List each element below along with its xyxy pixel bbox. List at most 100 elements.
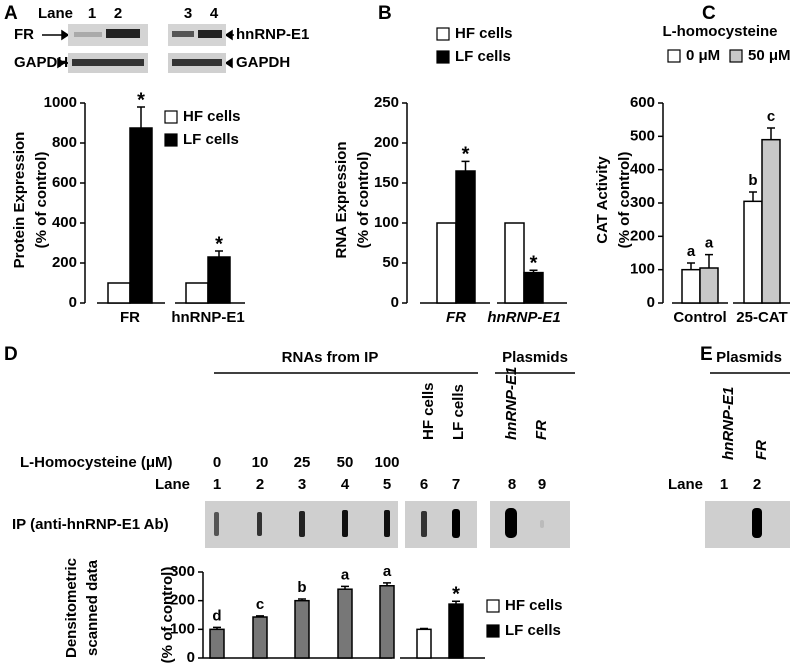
legend-swatch xyxy=(164,133,178,147)
y-tick-label: 0 xyxy=(391,294,399,311)
x-tick-label: hnRNP-E1 xyxy=(487,309,560,326)
panel-letter: A xyxy=(4,3,18,24)
bar xyxy=(761,138,781,304)
concentration: 10 xyxy=(252,454,269,471)
bar xyxy=(455,170,476,304)
legend-swatch xyxy=(436,27,450,41)
bar-label: * xyxy=(530,252,538,274)
lane-label: Lane xyxy=(668,476,703,493)
legend-swatch xyxy=(436,50,450,64)
bar-label: b xyxy=(748,172,757,189)
legend-label: HF cells xyxy=(455,25,513,42)
bar-label: a xyxy=(705,235,714,252)
y-tick-label: 0 xyxy=(187,649,195,666)
y-tick-label: 800 xyxy=(52,134,77,151)
legend-label: HF cells xyxy=(183,108,241,125)
panel-letter: D xyxy=(4,344,18,365)
y-tick-label: 200 xyxy=(52,254,77,271)
bar xyxy=(523,271,544,304)
bar xyxy=(207,256,231,304)
lane: 9 xyxy=(538,476,546,493)
lane: 1 xyxy=(213,476,221,493)
condition-label: L-Homocysteine (μM) xyxy=(20,454,173,471)
error-bar xyxy=(687,262,695,270)
plasmid-label: hnRNP-E1 xyxy=(503,367,520,440)
y-tick-label: 300 xyxy=(170,563,195,580)
error-bar xyxy=(256,615,264,618)
bar xyxy=(436,222,457,304)
y-tick-label: 200 xyxy=(170,592,195,609)
y-axis-label: (% of control) xyxy=(355,152,372,249)
legend-swatch xyxy=(486,599,500,613)
bar xyxy=(681,268,701,304)
bar xyxy=(185,282,209,304)
lane: 4 xyxy=(210,5,219,22)
y-tick-label: 0 xyxy=(647,294,655,311)
legend-label: LF cells xyxy=(455,48,511,65)
section-header: Plasmids xyxy=(716,349,782,366)
panel-letter: B xyxy=(378,3,392,24)
y-tick-label: 600 xyxy=(52,174,77,191)
error-bar xyxy=(137,106,145,128)
bar-label: * xyxy=(452,584,460,606)
lane-label: Lane xyxy=(155,476,190,493)
bar-label: a xyxy=(341,566,350,583)
y-tick-label: 200 xyxy=(630,227,655,244)
error-bar xyxy=(213,626,221,630)
y-axis-label: (% of control) xyxy=(159,567,176,664)
cell-label: HF cells xyxy=(420,382,437,440)
lane: 6 xyxy=(420,476,428,493)
bar-label: a xyxy=(687,243,696,260)
lane-label: Lane xyxy=(38,5,73,22)
y-axis-label: Protein Expression xyxy=(11,132,28,269)
bar-label: * xyxy=(215,233,223,255)
y-axis-label: RNA Expression xyxy=(333,142,350,259)
section-header: RNAs from IP xyxy=(282,349,379,366)
bar xyxy=(209,628,225,659)
lane: 7 xyxy=(452,476,460,493)
lane: 8 xyxy=(508,476,516,493)
bar xyxy=(337,588,353,659)
bar xyxy=(379,585,395,659)
bar xyxy=(699,267,719,304)
concentration: 50 xyxy=(337,454,354,471)
error-bar xyxy=(452,600,460,605)
lane: 2 xyxy=(753,476,761,493)
blot-label: FR xyxy=(14,26,34,43)
y-tick-label: 100 xyxy=(374,214,399,231)
plasmid-label: FR xyxy=(753,440,770,460)
plasmid-label: hnRNP-E1 xyxy=(720,387,737,460)
error-bar xyxy=(461,160,470,171)
error-bar xyxy=(383,582,391,586)
section-header: Plasmids xyxy=(502,349,568,366)
plasmid-label: FR xyxy=(533,420,550,440)
bar-label: * xyxy=(137,89,145,111)
bar xyxy=(504,222,525,304)
error-bar xyxy=(298,598,306,601)
cell-label: LF cells xyxy=(450,384,467,440)
error-bar xyxy=(215,250,223,257)
x-tick-label: FR xyxy=(446,309,466,326)
concentration: 100 xyxy=(374,454,399,471)
x-tick-label: Control xyxy=(673,309,726,326)
lane: 3 xyxy=(184,5,192,22)
legend-label: LF cells xyxy=(505,622,561,639)
blot-label: hnRNP-E1 xyxy=(236,26,309,43)
legend-label: 0 μM xyxy=(686,47,720,64)
y-tick-label: 1000 xyxy=(44,94,77,111)
concentration: 0 xyxy=(213,454,221,471)
y-tick-label: 500 xyxy=(630,127,655,144)
bar xyxy=(448,603,464,659)
y-tick-label: 400 xyxy=(630,161,655,178)
y-tick-label: 150 xyxy=(374,174,399,191)
x-tick-label: hnRNP-E1 xyxy=(171,309,244,326)
y-tick-label: 250 xyxy=(374,94,399,111)
y-tick-label: 300 xyxy=(630,194,655,211)
y-tick-label: 200 xyxy=(374,134,399,151)
bar-label: a xyxy=(383,563,392,580)
blot-label: GAPDH xyxy=(236,54,290,71)
y-tick-label: 0 xyxy=(69,294,77,311)
lane: 5 xyxy=(383,476,391,493)
bar-label: c xyxy=(767,108,775,125)
